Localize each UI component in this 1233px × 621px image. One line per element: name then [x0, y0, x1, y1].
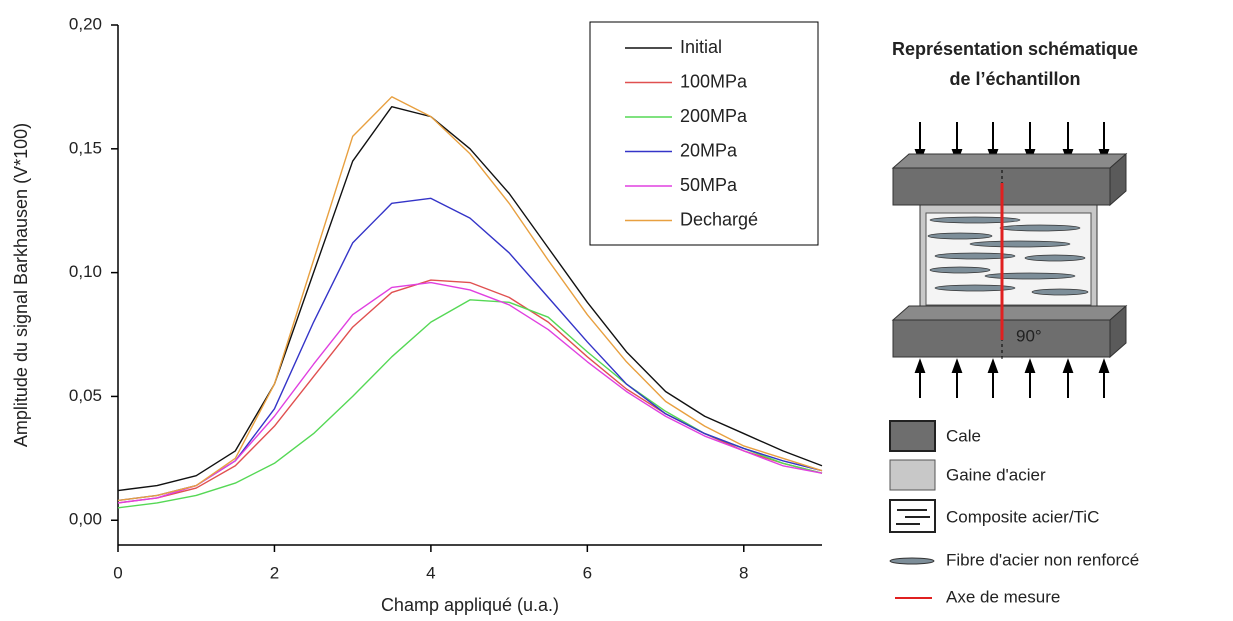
x-tick-label: 2 [270, 563, 279, 582]
arrow-head [1024, 358, 1036, 373]
legend-label: Initial [680, 37, 722, 57]
legend-label: 200MPa [680, 106, 748, 126]
legend-label: 100MPa [680, 71, 748, 91]
legend-swatch [889, 557, 935, 565]
legend-label: Fibre d'acier non renforcé [946, 550, 1139, 569]
legend-label: Composite acier/TiC [946, 507, 1099, 526]
y-tick-label: 0,10 [69, 262, 102, 281]
x-tick-label: 0 [113, 563, 122, 582]
y-axis-label: Amplitude du signal Barkhausen (V*100) [11, 123, 31, 447]
schematic-title: de l’échantillon [949, 69, 1080, 89]
schematic-title: Représentation schématique [892, 39, 1138, 59]
arrow-head [1098, 358, 1110, 373]
series-line [117, 279, 823, 504]
fibres [927, 216, 1089, 296]
series-line [117, 299, 823, 509]
legend-label: Gaine d'acier [946, 465, 1046, 484]
x-axis-label: Champ appliqué (u.a.) [381, 595, 559, 615]
legend-box [589, 21, 819, 246]
y-tick-label: 0,20 [69, 14, 102, 33]
legend-label: 50MPa [680, 175, 738, 195]
y-tick-label: 0,05 [69, 386, 102, 405]
x-tick-label: 6 [583, 563, 592, 582]
y-tick-label: 0,15 [69, 138, 102, 157]
series-line [117, 106, 823, 492]
x-tick-label: 8 [739, 563, 748, 582]
legend-label: Cale [946, 426, 981, 445]
legend-swatch [889, 499, 936, 533]
legend-swatch [889, 459, 936, 491]
arrow-head [914, 358, 926, 373]
legend-swatch [889, 420, 936, 452]
arrow-head [951, 358, 963, 373]
x-tick-label: 4 [426, 563, 435, 582]
y-tick-label: 0,00 [69, 510, 102, 529]
angle-label: 90° [1016, 326, 1042, 345]
legend-label: Axe de mesure [946, 587, 1060, 606]
series-line [117, 96, 823, 502]
arrow-head [987, 358, 999, 373]
series-line [117, 281, 823, 504]
schematic: Représentation schématique de l’échantil… [889, 39, 1139, 606]
arrow-head [1062, 358, 1074, 373]
legend-label: 20MPa [680, 140, 738, 160]
block-bottom-face [891, 305, 1128, 321]
legend-label: Dechargé [680, 209, 758, 229]
block-top-face [891, 153, 1128, 169]
